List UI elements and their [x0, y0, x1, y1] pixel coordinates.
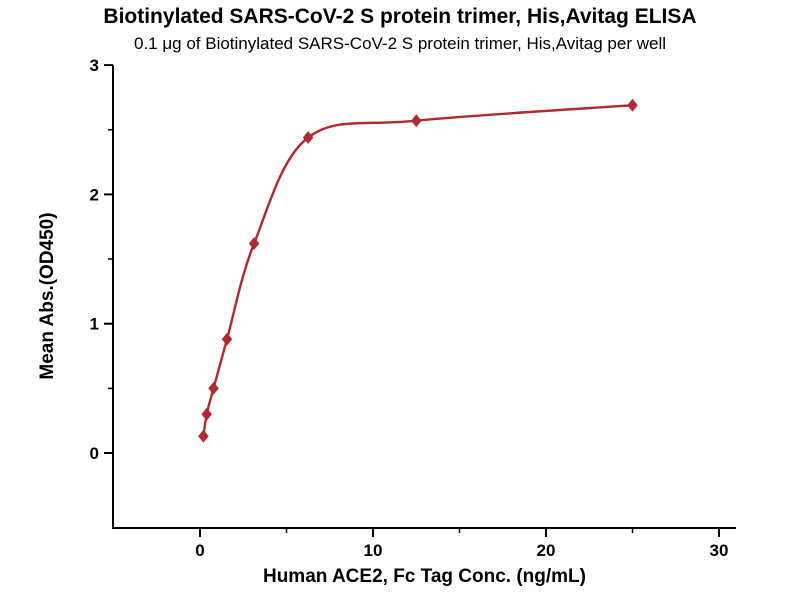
svg-text:10: 10: [364, 541, 383, 560]
svg-text:30: 30: [710, 541, 729, 560]
svg-text:2: 2: [90, 185, 99, 204]
chart-title: Biotinylated SARS-CoV-2 S protein trimer…: [103, 5, 697, 28]
svg-text:20: 20: [537, 541, 556, 560]
svg-text:0: 0: [90, 444, 99, 463]
svg-text:3: 3: [90, 56, 99, 75]
x-axis-label: Human ACE2, Fc Tag Conc. (ng/mL): [262, 566, 586, 587]
svg-text:0: 0: [195, 541, 204, 560]
svg-text:1: 1: [90, 315, 99, 334]
chart-subtitle: 0.1 μg of Biotinylated SARS-CoV-2 S prot…: [134, 34, 666, 53]
